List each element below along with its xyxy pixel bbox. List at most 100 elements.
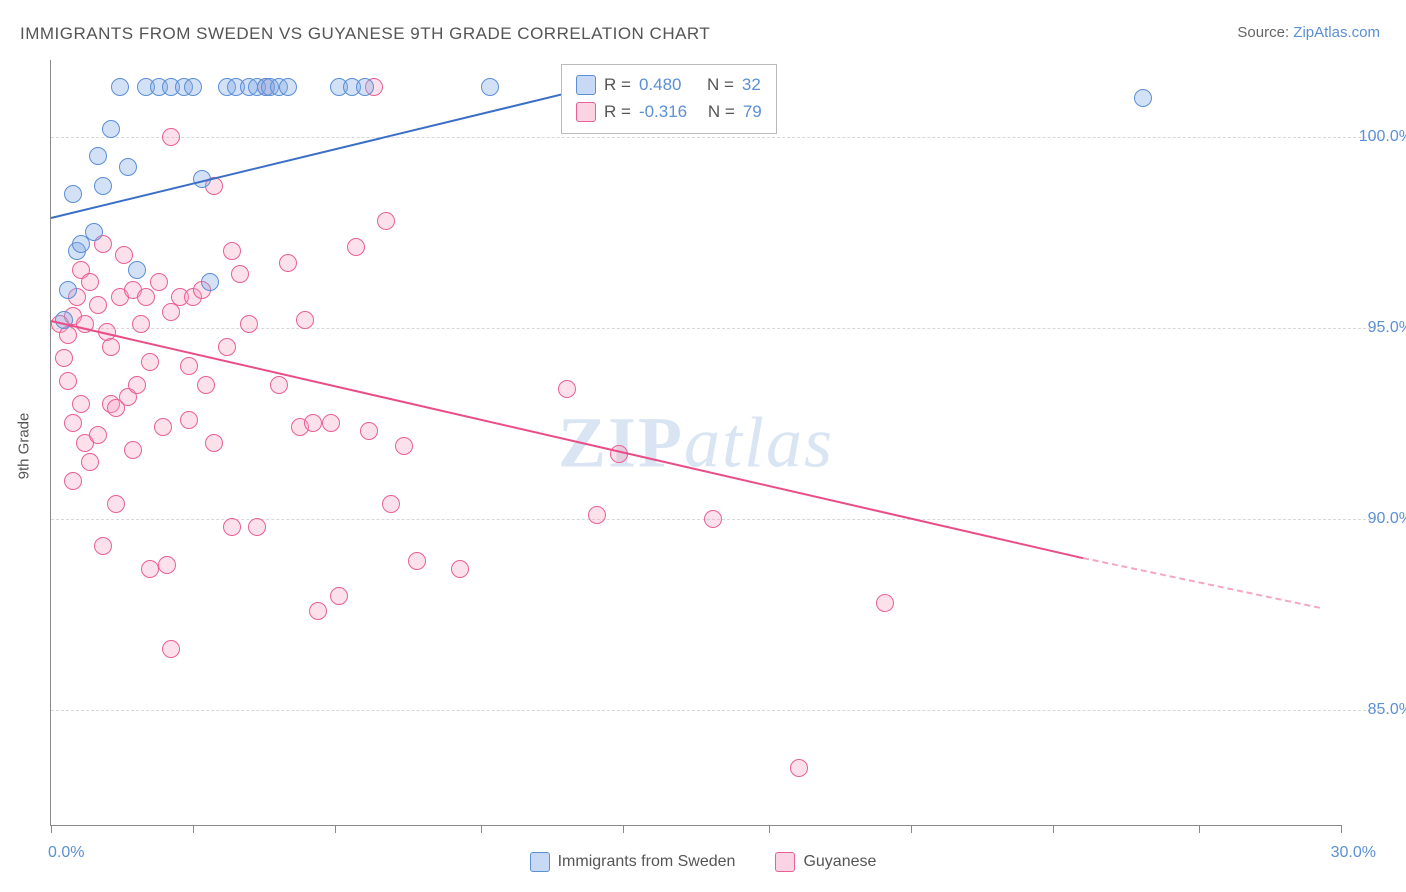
- scatter-point-blue: [481, 78, 499, 96]
- scatter-point-blue: [201, 273, 219, 291]
- r-label: R =: [604, 71, 631, 98]
- scatter-point-pink: [790, 759, 808, 777]
- scatter-point-blue: [85, 223, 103, 241]
- scatter-point-pink: [240, 315, 258, 333]
- scatter-point-pink: [162, 303, 180, 321]
- x-tick: [769, 825, 770, 833]
- n-value-pink: 79: [743, 98, 762, 125]
- scatter-point-blue: [356, 78, 374, 96]
- scatter-point-pink: [141, 353, 159, 371]
- x-tick: [1199, 825, 1200, 833]
- x-tick: [335, 825, 336, 833]
- r-label: R =: [604, 98, 631, 125]
- scatter-point-blue: [128, 261, 146, 279]
- scatter-point-pink: [128, 376, 146, 394]
- x-tick: [623, 825, 624, 833]
- stats-row-pink: R = -0.316 N = 79: [576, 98, 762, 125]
- scatter-point-pink: [231, 265, 249, 283]
- scatter-point-pink: [94, 537, 112, 555]
- scatter-point-pink: [279, 254, 297, 272]
- scatter-point-pink: [180, 357, 198, 375]
- scatter-point-blue: [94, 177, 112, 195]
- source-label: Source:: [1237, 24, 1289, 41]
- source-link[interactable]: ZipAtlas.com: [1293, 24, 1380, 41]
- watermark: ZIPatlas: [558, 401, 834, 484]
- scatter-point-pink: [72, 395, 90, 413]
- scatter-point-pink: [154, 418, 172, 436]
- scatter-point-pink: [124, 441, 142, 459]
- scatter-point-pink: [137, 288, 155, 306]
- scatter-point-pink: [704, 510, 722, 528]
- chart-title: IMMIGRANTS FROM SWEDEN VS GUYANESE 9TH G…: [20, 24, 710, 44]
- scatter-point-pink: [59, 372, 77, 390]
- stats-row-blue: R = 0.480 N = 32: [576, 71, 762, 98]
- scatter-point-pink: [89, 296, 107, 314]
- swatch-pink-icon: [775, 852, 795, 872]
- scatter-point-blue: [64, 185, 82, 203]
- scatter-point-pink: [197, 376, 215, 394]
- r-value-pink: -0.316: [639, 98, 687, 125]
- scatter-point-pink: [158, 556, 176, 574]
- scatter-point-blue: [1134, 89, 1152, 107]
- scatter-point-pink: [89, 426, 107, 444]
- scatter-point-pink: [330, 587, 348, 605]
- n-label: N =: [708, 98, 735, 125]
- y-tick-label: 100.0%: [1359, 128, 1406, 146]
- scatter-point-pink: [141, 560, 159, 578]
- scatter-point-pink: [876, 594, 894, 612]
- y-tick-label: 90.0%: [1368, 510, 1406, 528]
- swatch-pink-icon: [576, 102, 596, 122]
- scatter-point-pink: [107, 495, 125, 513]
- scatter-point-blue: [279, 78, 297, 96]
- scatter-point-pink: [223, 518, 241, 536]
- n-value-blue: 32: [742, 71, 761, 98]
- swatch-blue-icon: [576, 75, 596, 95]
- scatter-point-pink: [270, 376, 288, 394]
- scatter-point-pink: [347, 238, 365, 256]
- chart-container: IMMIGRANTS FROM SWEDEN VS GUYANESE 9TH G…: [0, 0, 1406, 892]
- scatter-point-pink: [132, 315, 150, 333]
- scatter-point-pink: [248, 518, 266, 536]
- scatter-point-pink: [408, 552, 426, 570]
- legend-label-pink: Guyanese: [803, 853, 876, 871]
- scatter-point-pink: [322, 414, 340, 432]
- x-tick: [1341, 825, 1342, 833]
- trend-line-pink-dash: [1083, 557, 1320, 609]
- grid-line: [51, 710, 1381, 711]
- scatter-point-pink: [223, 242, 241, 260]
- x-tick: [51, 825, 52, 833]
- scatter-point-pink: [558, 380, 576, 398]
- x-tick: [911, 825, 912, 833]
- scatter-point-blue: [111, 78, 129, 96]
- scatter-point-pink: [55, 349, 73, 367]
- scatter-point-pink: [162, 128, 180, 146]
- scatter-point-pink: [205, 434, 223, 452]
- scatter-point-pink: [360, 422, 378, 440]
- swatch-blue-icon: [530, 852, 550, 872]
- x-tick: [193, 825, 194, 833]
- scatter-point-pink: [296, 311, 314, 329]
- legend-item-blue: Immigrants from Sweden: [530, 852, 736, 872]
- scatter-point-pink: [150, 273, 168, 291]
- scatter-point-pink: [102, 338, 120, 356]
- scatter-point-pink: [377, 212, 395, 230]
- n-label: N =: [707, 71, 734, 98]
- scatter-point-pink: [162, 640, 180, 658]
- legend-item-pink: Guyanese: [775, 852, 876, 872]
- scatter-point-pink: [115, 246, 133, 264]
- scatter-point-pink: [304, 414, 322, 432]
- scatter-point-blue: [119, 158, 137, 176]
- scatter-point-pink: [59, 326, 77, 344]
- scatter-point-pink: [588, 506, 606, 524]
- scatter-point-pink: [81, 273, 99, 291]
- scatter-point-pink: [382, 495, 400, 513]
- r-value-blue: 0.480: [639, 71, 682, 98]
- scatter-point-pink: [180, 411, 198, 429]
- scatter-point-pink: [64, 472, 82, 490]
- scatter-point-pink: [395, 437, 413, 455]
- trend-line-blue: [51, 87, 589, 219]
- scatter-point-pink: [64, 414, 82, 432]
- scatter-point-blue: [184, 78, 202, 96]
- y-tick-label: 95.0%: [1368, 319, 1406, 337]
- legend-label-blue: Immigrants from Sweden: [558, 853, 736, 871]
